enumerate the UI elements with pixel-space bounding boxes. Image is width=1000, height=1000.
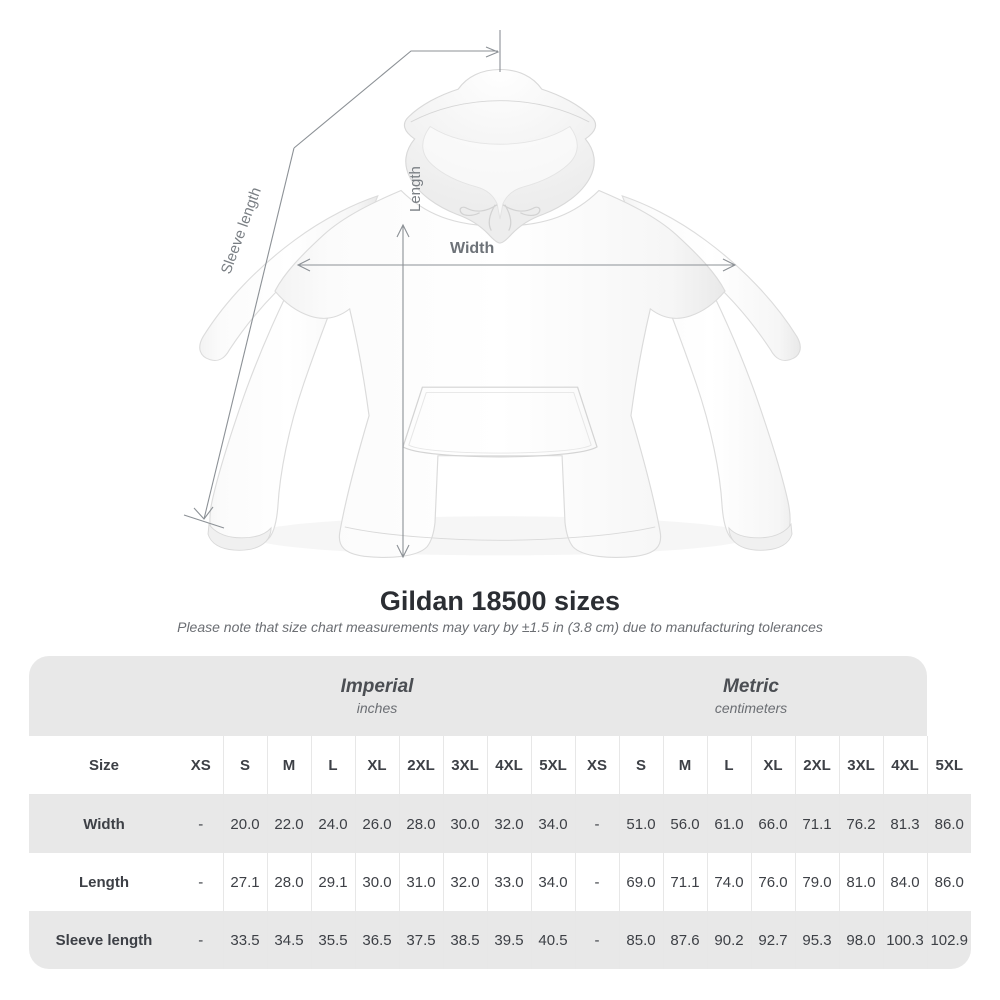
- svg-text:Sleeve length: Sleeve length: [218, 185, 265, 276]
- svg-text:Width: Width: [450, 240, 494, 257]
- svg-text:Length: Length: [407, 166, 424, 212]
